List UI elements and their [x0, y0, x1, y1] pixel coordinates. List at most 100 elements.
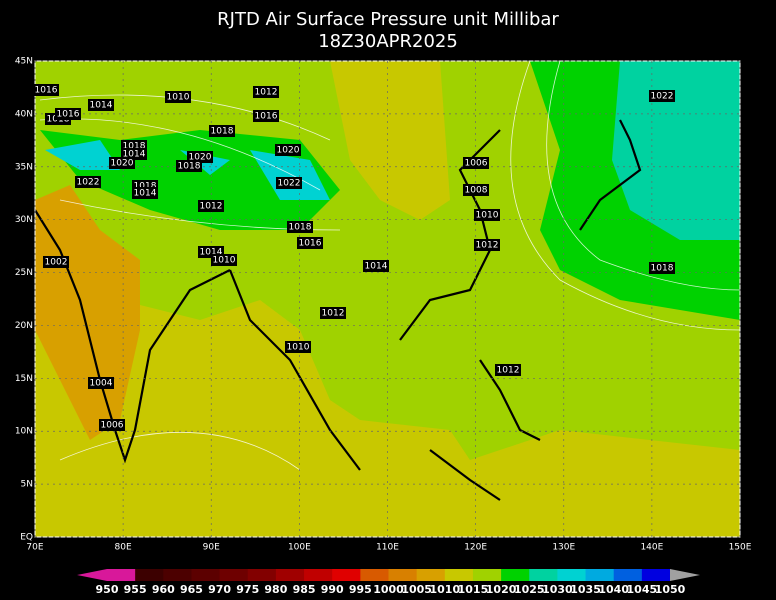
lon-label: 110E	[376, 543, 399, 553]
contour-label-box	[287, 221, 313, 233]
contour-label-box	[132, 187, 158, 199]
contour-label: 1012	[255, 88, 278, 98]
contour-label-box	[88, 99, 114, 111]
colorbar-label: 995	[349, 583, 372, 596]
contour-label: 1014	[365, 262, 388, 272]
colorbar-label: 1030	[542, 583, 573, 596]
contour-label-box	[88, 377, 114, 389]
contour-label: 1014	[90, 101, 113, 111]
lon-label: 90E	[203, 543, 220, 553]
contour-label: 1018	[289, 223, 312, 233]
lat-label: 40N	[15, 109, 33, 119]
colorbar-label: 1035	[570, 583, 601, 596]
contour-label-box	[209, 125, 235, 137]
contour-label: 1020	[189, 153, 212, 163]
contour-label-box	[463, 157, 489, 169]
colorbar-label: 975	[236, 583, 259, 596]
contour-label-box	[109, 157, 135, 169]
contour-label: 1010	[213, 256, 236, 266]
contour-label: 1014	[200, 248, 223, 258]
contour-label: 1010	[167, 93, 190, 103]
colorbar-box	[501, 569, 530, 581]
contour-label-box	[198, 200, 224, 212]
colorbar-box	[444, 569, 474, 581]
contour-label-box	[253, 86, 279, 98]
colorbar-label: 970	[208, 583, 231, 596]
colorbar-label: 1010	[429, 583, 460, 596]
contour-label-box	[43, 256, 69, 268]
contour-label: 1016	[299, 239, 322, 249]
map	[34, 60, 741, 537]
contour-label: 1022	[651, 92, 674, 102]
colorbar-box	[416, 569, 446, 581]
lon-label: 130E	[552, 543, 575, 553]
colorbar-label: 1015	[458, 583, 489, 596]
contour-label-box	[320, 307, 346, 319]
lat-label: EQ	[20, 533, 33, 543]
colorbar-box	[135, 569, 164, 581]
lat-label: 45N	[15, 57, 33, 67]
colorbar-end	[670, 569, 700, 581]
colorbar-label: 965	[180, 583, 203, 596]
isobars	[39, 60, 741, 471]
lon-label: 100E	[288, 543, 311, 553]
contour-label: 1010	[476, 211, 499, 221]
contour-label: 1012	[497, 366, 520, 376]
contour-label: 1020	[111, 159, 134, 169]
contour-label-box	[99, 419, 125, 431]
lat-label: 10N	[15, 427, 33, 437]
lat-label: 35N	[15, 162, 33, 172]
colorbar-label: 1020	[486, 583, 517, 596]
contour-label-box	[649, 262, 675, 274]
colorbar-box	[557, 569, 587, 581]
contour-label: 1006	[465, 159, 488, 169]
contour-label: 1020	[277, 146, 300, 156]
contour-label: 1012	[322, 309, 345, 319]
colorbar-end	[77, 569, 107, 581]
contour-label: 1016	[57, 110, 80, 120]
colorbar-box	[191, 569, 221, 581]
colorbar-label: 955	[124, 583, 147, 596]
colorbar-box	[247, 569, 277, 581]
lat-label: 30N	[15, 215, 33, 225]
contour-label: 1014	[134, 189, 157, 199]
colorbar-label: 960	[152, 583, 175, 596]
contour-label: 1016	[35, 86, 58, 96]
field-1025	[612, 61, 740, 240]
contour-label-box	[253, 110, 279, 122]
contour-label-box	[495, 364, 521, 376]
contour-label-box	[474, 209, 500, 221]
colorbar-box	[472, 569, 502, 581]
lon-label: 70E	[26, 543, 43, 553]
colorbar-label: 1000	[373, 583, 404, 596]
colorbar-box	[332, 569, 361, 581]
colorbar-box	[613, 569, 643, 581]
contour-label-box	[363, 260, 389, 272]
lat-label: 20N	[15, 321, 33, 331]
colorbar-label: 980	[264, 583, 287, 596]
contour-label: 1006	[101, 421, 124, 431]
contour-label-box	[176, 160, 202, 172]
contour-label-box	[297, 237, 323, 249]
colorbar-box	[360, 569, 389, 581]
field-1010b	[330, 61, 450, 220]
contour-label-box	[463, 184, 489, 196]
colorbar-label: 1005	[401, 583, 432, 596]
contour-label-box	[75, 176, 101, 188]
contour-label-box	[211, 254, 237, 266]
contour-label-box	[276, 177, 302, 189]
lat-label: 25N	[15, 268, 33, 278]
contour-label: 1016	[255, 112, 278, 122]
colorbar-label: 985	[293, 583, 316, 596]
contour-label-box	[33, 84, 59, 96]
colorbar-box	[163, 569, 192, 581]
field-1005	[35, 185, 140, 440]
contour-label: 1004	[90, 379, 113, 389]
contour-label: 1022	[278, 179, 301, 189]
colorbar-label: 1025	[514, 583, 545, 596]
subtitle: 18Z30APR2025	[318, 31, 458, 52]
colorbar-label: 1050	[655, 583, 686, 596]
colorbar-box	[304, 569, 333, 581]
contour-label: 1010	[287, 343, 310, 353]
